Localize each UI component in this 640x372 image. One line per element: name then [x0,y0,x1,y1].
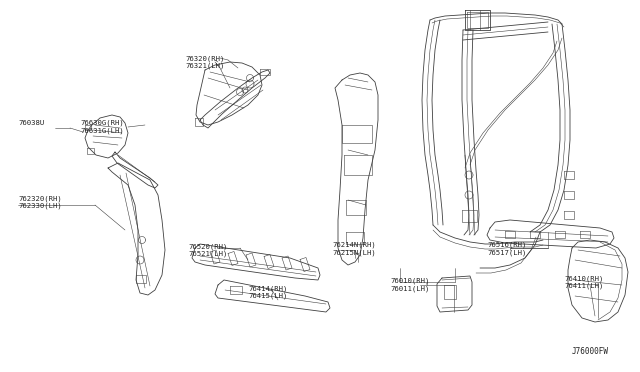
Text: 76320(RH)
76321(LH): 76320(RH) 76321(LH) [185,55,225,69]
Text: 76414(RH)
76415(LH): 76414(RH) 76415(LH) [248,285,287,299]
Text: 76520(RH)
76521(LH): 76520(RH) 76521(LH) [188,243,227,257]
Text: 762320(RH)
762330(LH): 762320(RH) 762330(LH) [18,195,61,209]
Text: 76516(RH)
76517(LH): 76516(RH) 76517(LH) [487,242,526,256]
Text: 76214N(RH)
76215N(LH): 76214N(RH) 76215N(LH) [332,242,376,256]
Text: 76630G(RH)
76631G(LH): 76630G(RH) 76631G(LH) [80,120,124,134]
Text: J76000FW: J76000FW [572,347,609,356]
Text: 76038U: 76038U [18,120,44,126]
Text: 76410(RH)
76411(LH): 76410(RH) 76411(LH) [564,275,604,289]
Text: 76010(RH)
76011(LH): 76010(RH) 76011(LH) [390,278,429,292]
